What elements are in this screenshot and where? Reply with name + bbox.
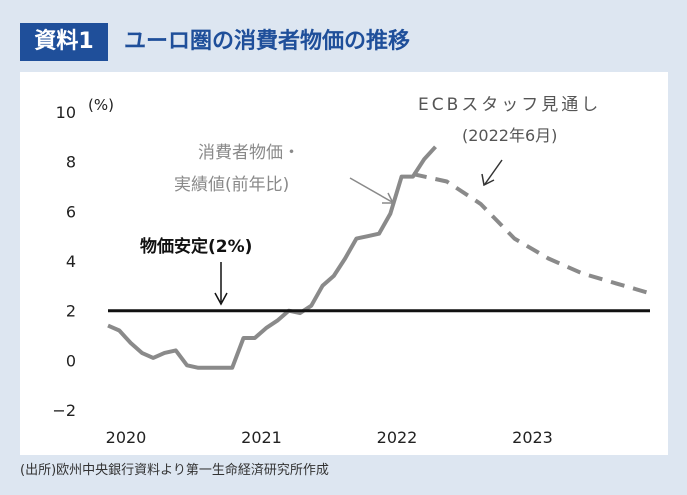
annotation-actual-line1: 消費者物価・ [198, 143, 300, 163]
forecast-series-line [412, 172, 651, 296]
x-tick-label: 2021 [241, 428, 282, 447]
y-tick-label: 4 [66, 252, 76, 271]
actual-annotation-arrowhead [382, 192, 395, 204]
annotation-forecast-line1: ECBスタッフ見通し [418, 95, 601, 115]
y-unit-label: (%) [88, 96, 114, 114]
y-tick-label: 0 [66, 351, 76, 370]
y-tick-label: 10 [56, 103, 76, 122]
x-tick-label: 2022 [377, 428, 418, 447]
actual-series-line [107, 145, 437, 370]
header: 資料1 ユーロ圏の消費者物価の推移 [0, 0, 687, 70]
target-annotation-arrowhead [214, 292, 228, 306]
actual-annotation-arrow [349, 177, 393, 203]
x-tick-label: 2023 [512, 428, 553, 447]
annotation-target: 物価安定(2%) [140, 236, 252, 257]
source-note: (出所)欧州中央銀行資料より第一生命経済研究所作成 [20, 463, 329, 478]
forecast-annotation-arrow [484, 159, 503, 185]
y-tick-label: 2 [66, 302, 76, 321]
annotation-forecast-line2: (2022年6月) [462, 126, 557, 145]
page-title: ユーロ圏の消費者物価の推移 [124, 29, 411, 54]
y-tick-label: 6 [66, 202, 76, 221]
y-tick-label: 8 [66, 153, 76, 172]
x-tick-label: 2020 [106, 428, 147, 447]
annotation-actual-line2: 実績値(前年比) [174, 175, 289, 195]
forecast-annotation-arrowhead [481, 173, 495, 187]
y-tick-label: −2 [52, 401, 76, 420]
document-badge: 資料1 [20, 23, 108, 61]
